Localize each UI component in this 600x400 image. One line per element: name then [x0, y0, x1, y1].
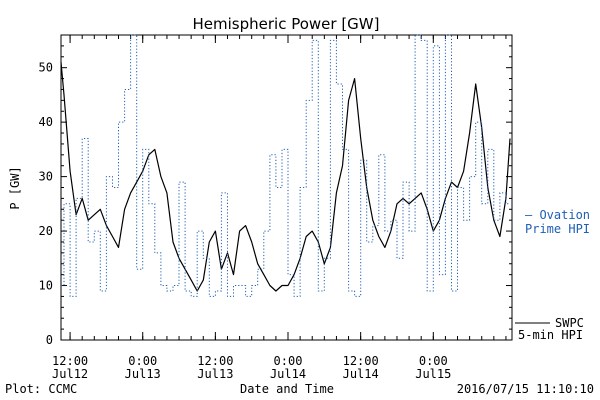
- legend-ovation-label: Prime HPI: [525, 222, 590, 236]
- x-tick-label-date: Jul15: [415, 367, 451, 381]
- y-tick-label: 10: [39, 279, 53, 293]
- plot-frame: [60, 34, 513, 341]
- legend-ovation-marker: – Ovation: [525, 208, 590, 222]
- x-tick-label-time: 0:00: [128, 354, 157, 368]
- series-swpc-line: [60, 62, 511, 292]
- x-tick-label-time: 0:00: [274, 354, 303, 368]
- y-axis: 0 10 20 30 40 50: [39, 34, 512, 347]
- series-layer: [60, 34, 511, 297]
- y-tick-label: 40: [39, 115, 53, 129]
- x-axis: 12:00Jul120:00Jul1312:00Jul130:00Jul1412…: [52, 35, 507, 381]
- x-tick-label-date: Jul13: [197, 367, 233, 381]
- x-tick-label-time: 12:00: [197, 354, 233, 368]
- series-ovation-prime-line: [61, 34, 509, 297]
- footer-plot-credit: Plot: CCMC: [5, 382, 77, 396]
- x-tick-label-time: 12:00: [343, 354, 379, 368]
- footer-timestamp: 2016/07/15 11:10:10: [457, 382, 594, 396]
- chart-title: Hemispheric Power [GW]: [193, 15, 380, 33]
- x-tick-label-date: Jul14: [343, 367, 379, 381]
- x-axis-label: Date and Time: [240, 382, 334, 396]
- x-tick-label-time: 12:00: [52, 354, 88, 368]
- x-tick-label-date: Jul14: [270, 367, 306, 381]
- legend-swpc-label1: SWPC: [555, 316, 584, 330]
- y-tick-label: 20: [39, 224, 53, 238]
- y-tick-label: 30: [39, 170, 53, 184]
- y-tick-label: 0: [46, 333, 53, 347]
- legend: – Ovation Prime HPI SWPC 5-min HPI: [515, 208, 590, 342]
- y-tick-label: 50: [39, 61, 53, 75]
- y-axis-label: P [GW]: [8, 166, 22, 209]
- x-tick-label-date: Jul12: [52, 367, 88, 381]
- legend-swpc-label2: 5-min HPI: [518, 328, 583, 342]
- x-tick-label-time: 0:00: [419, 354, 448, 368]
- x-tick-label-date: Jul13: [125, 367, 161, 381]
